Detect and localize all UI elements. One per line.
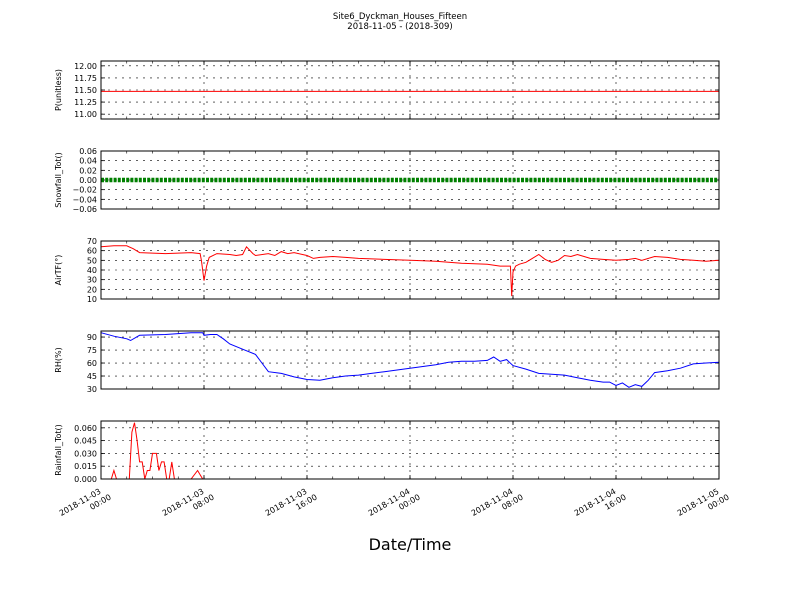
y-axis-label: RH(%) xyxy=(54,347,63,372)
figure-title: Site6_Dyckman_Houses_Fifteen xyxy=(333,12,467,22)
y-tick-label: −0.06 xyxy=(72,205,97,214)
subplot-1: 11.00 11.25 11.50 11.75 12.00 P(unitless) xyxy=(54,60,720,120)
subplot-frame xyxy=(100,150,720,210)
y-axis-label: AirTF(°) xyxy=(54,255,63,286)
y-tick-label: 70 xyxy=(87,237,97,246)
series-line xyxy=(101,422,719,480)
y-axis-label: P(unitless) xyxy=(54,69,63,111)
y-tick-label: 0.015 xyxy=(74,462,97,471)
y-tick-label: 0.06 xyxy=(79,147,97,156)
subplot-frame xyxy=(100,420,720,480)
series-line xyxy=(100,332,720,388)
y-tick-label: 11.00 xyxy=(74,110,97,119)
y-tick-label: 60 xyxy=(87,359,97,368)
y-axis-label: Rainfall_Tot() xyxy=(54,424,63,476)
y-tick-label: 50 xyxy=(87,256,97,265)
y-tick-label: 30 xyxy=(87,276,97,285)
y-tick-label: 30 xyxy=(87,385,97,394)
y-tick-label: 40 xyxy=(87,266,97,275)
y-tick-label: 11.25 xyxy=(74,98,97,107)
y-axis-label: Snowfall_Tot() xyxy=(54,152,63,208)
x-axis-label: Date/Time xyxy=(369,535,452,554)
series-line xyxy=(100,245,720,297)
y-tick-label: 0.060 xyxy=(74,424,97,433)
y-tick-label: 45 xyxy=(87,372,97,381)
y-tick-label: 75 xyxy=(87,346,97,355)
y-tick-label: 0.000 xyxy=(74,475,97,484)
y-tick-label: 60 xyxy=(87,247,97,256)
subplot-5: 0.000 0.015 0.030 0.045 0.060 Rainfall_Tot() xyxy=(54,420,720,484)
subplot-2: −0.06−0.04−0.020.000.020.040.06 Snowfall_… xyxy=(54,147,720,214)
subplot-stack: 11.00 11.25 11.50 11.75 12.00 P(unitless) −0.0… xyxy=(54,60,720,484)
y-tick-label: 0.030 xyxy=(74,449,97,458)
y-tick-label: 0.045 xyxy=(74,437,97,446)
y-tick-label: 11.50 xyxy=(74,86,97,95)
y-tick-label: 90 xyxy=(87,333,97,342)
y-tick-label: −0.02 xyxy=(72,186,97,195)
y-tick-label: 0.04 xyxy=(79,157,97,166)
y-tick-label: 0.02 xyxy=(79,166,97,175)
y-tick-label: 0.00 xyxy=(79,176,97,185)
y-tick-label: −0.04 xyxy=(72,195,97,204)
subplot-frame xyxy=(100,240,720,300)
subplot-4: 30 45 60 75 90 RH(%) xyxy=(54,330,720,394)
subplot-frame xyxy=(100,60,720,120)
subplot-frame xyxy=(100,330,720,390)
y-tick-label: 20 xyxy=(87,285,97,294)
y-tick-label: 11.75 xyxy=(74,74,97,83)
y-tick-label: 12.00 xyxy=(74,62,97,71)
y-tick-label: 10 xyxy=(87,295,97,304)
figure-subtitle: 2018-11-05 - (2018-309) xyxy=(347,22,452,32)
